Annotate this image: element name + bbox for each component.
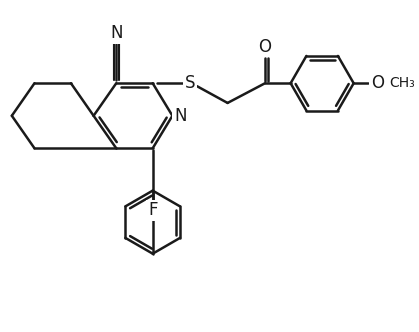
Text: N: N bbox=[174, 107, 186, 125]
Text: N: N bbox=[110, 24, 122, 42]
Text: F: F bbox=[148, 201, 158, 219]
Text: O: O bbox=[371, 74, 384, 92]
Text: CH₃: CH₃ bbox=[389, 76, 415, 90]
Text: S: S bbox=[185, 74, 195, 92]
Text: O: O bbox=[259, 38, 272, 56]
